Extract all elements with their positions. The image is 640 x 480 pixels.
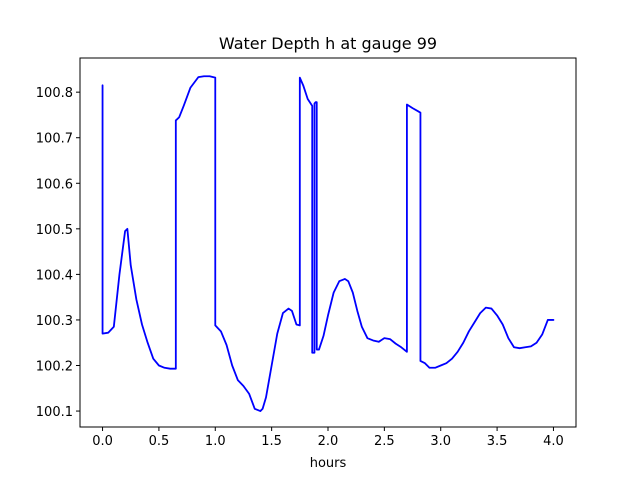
x-tick-label: 3.5 — [487, 434, 508, 449]
x-axis: 0.0 0.5 1.0 1.5 2.0 2.5 3.0 3.5 4.0 — [92, 427, 564, 449]
x-tick-label: 2.5 — [374, 434, 395, 449]
y-tick-label: 100.6 — [36, 177, 73, 192]
y-axis: 100.1 100.2 100.3 100.4 100.5 100.6 100.7 100.8 — [36, 86, 80, 420]
plot-area — [80, 58, 576, 427]
x-tick-label: 4.0 — [543, 434, 564, 449]
x-tick-label: 0.0 — [92, 434, 113, 449]
y-tick-label: 100.8 — [36, 86, 73, 101]
plot-frame — [79, 57, 577, 428]
y-tick-label: 100.2 — [36, 360, 73, 375]
x-tick-label: 2.0 — [318, 434, 339, 449]
x-tick-label: 1.0 — [205, 434, 226, 449]
x-tick-label: 0.5 — [149, 434, 170, 449]
y-tick-label: 100.7 — [36, 132, 73, 147]
y-tick-label: 100.4 — [36, 268, 73, 283]
y-tick-label: 100.5 — [36, 223, 73, 238]
y-tick-label: 100.1 — [36, 405, 73, 420]
x-tick-label: 1.5 — [261, 434, 282, 449]
series-line — [101, 75, 555, 412]
x-axis-label: hours — [310, 456, 347, 471]
chart-title: Water Depth h at gauge 99 — [219, 34, 437, 53]
series-layer — [101, 75, 555, 412]
y-tick-label: 100.3 — [36, 314, 73, 329]
x-tick-label: 3.0 — [430, 434, 451, 449]
